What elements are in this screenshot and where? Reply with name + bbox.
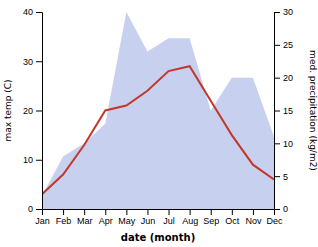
tick-mark (126, 209, 127, 215)
chart-container: JanFebMarAprMayJunJulAugSepOctNovDec0102… (0, 0, 318, 247)
chart: JanFebMarAprMayJunJulAugSepOctNovDec0102… (0, 0, 318, 247)
y2-axis: 0 5 10 15 20 25 30 (274, 7, 293, 214)
tick: 30 (23, 57, 42, 67)
tick-mark (274, 78, 280, 79)
tick: Mar (77, 209, 93, 226)
axis-line (275, 13, 281, 210)
tick: 25 (274, 40, 293, 50)
tick: 5 (274, 172, 288, 182)
tick-mark (274, 143, 280, 144)
axis-line (43, 210, 275, 216)
tick-mark (190, 209, 191, 215)
tick-mark (36, 111, 42, 112)
tick: 30 (274, 7, 293, 17)
tick: 0 (274, 204, 288, 214)
tick-mark (232, 209, 233, 215)
tick: 20 (274, 73, 293, 83)
tick-label: Feb (56, 216, 72, 226)
tick-label: 0 (283, 204, 288, 214)
tick-label: Jul (163, 216, 175, 226)
axis-line (36, 13, 43, 210)
tick-mark (36, 209, 42, 210)
x-axis: Jan Feb Mar Apr May Jun Jul Aug Sep Oct Nov Dec (35, 209, 283, 226)
tick: Apr (99, 209, 113, 226)
tick-label: Jan (35, 216, 50, 226)
tick-label: Mar (77, 216, 93, 226)
tick-label: 40 (23, 7, 33, 17)
tick: Dec (266, 209, 283, 226)
tick: Oct (225, 209, 240, 226)
tick-mark (274, 111, 280, 112)
tick-label: Apr (99, 216, 113, 226)
tick-label: 15 (283, 106, 293, 116)
tick: May (118, 209, 136, 226)
tick: Nov (245, 209, 262, 226)
tick-label: Nov (245, 216, 262, 226)
marks (42, 12, 274, 209)
tick-mark (36, 61, 42, 62)
tick-mark (211, 209, 212, 215)
plot: JanFebMarAprMayJunJulAugSepOctNovDec0102… (23, 7, 293, 226)
tick: Sep (203, 209, 219, 226)
tick: 0 (28, 204, 42, 214)
tick-label: Jun (141, 216, 156, 226)
tick: 10 (274, 139, 293, 149)
tick-label: 5 (283, 172, 288, 182)
tick-label: 30 (23, 57, 33, 67)
tick-mark (36, 160, 42, 161)
tick-label: Aug (182, 216, 198, 226)
tick: Jun (141, 209, 156, 226)
tick: Jan (35, 209, 50, 226)
tick-mark (274, 209, 280, 210)
tick-label: Sep (203, 216, 219, 226)
tick-mark (274, 12, 280, 13)
tick: Jul (163, 209, 175, 226)
tick-mark (169, 209, 170, 215)
y-axis-title: max temp (C) (3, 79, 13, 141)
tick-mark (253, 209, 254, 215)
tick-mark (274, 45, 280, 46)
tick-label: 30 (283, 7, 293, 17)
tick-label: 20 (283, 73, 293, 83)
tick-label: May (118, 216, 136, 226)
tick-label: Dec (266, 216, 283, 226)
tick-label: 20 (23, 106, 33, 116)
tick: Aug (182, 209, 198, 226)
tick: 15 (274, 106, 293, 116)
x-axis-title: date (month) (121, 232, 195, 243)
y2-axis-title: med. precipitation (kg/m2) (308, 50, 318, 171)
tick-mark (63, 209, 64, 215)
tick-mark (36, 12, 42, 13)
tick-label: 10 (23, 155, 33, 165)
tick-label: 25 (283, 40, 293, 50)
line (42, 66, 274, 194)
y-axis: 0 10 20 30 40 (23, 7, 43, 214)
tick-label: Oct (225, 216, 240, 226)
area (42, 12, 274, 209)
tick-mark (105, 209, 106, 215)
tick-label: 10 (283, 139, 293, 149)
tick-mark (274, 176, 280, 177)
tick: 10 (23, 155, 42, 165)
tick: Feb (56, 209, 72, 226)
tick: 40 (23, 7, 42, 17)
tick-mark (147, 209, 148, 215)
tick-mark (84, 209, 85, 215)
tick-label: 0 (28, 204, 33, 214)
tick: 20 (23, 106, 42, 116)
